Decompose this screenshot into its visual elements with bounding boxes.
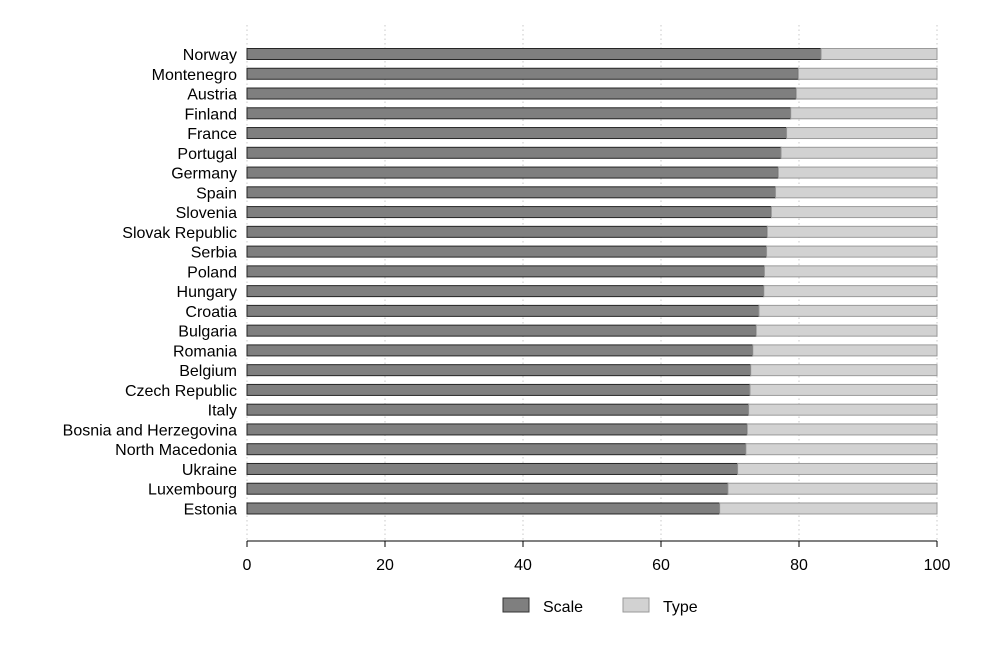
bar-type-slovenia (770, 206, 938, 219)
legend-label-scale: Scale (543, 599, 583, 616)
bar-type-montenegro (797, 67, 938, 80)
category-label: Germany (171, 166, 237, 183)
bar-type-romania (752, 344, 938, 357)
bar-type-ukraine (737, 462, 938, 475)
bar-scale-finland (246, 107, 792, 120)
bar-type-italy (748, 403, 938, 416)
bar-scale-serbia (246, 245, 768, 258)
category-label: Portugal (177, 146, 237, 163)
category-label: Czech Republic (125, 383, 237, 400)
bar-scale-croatia (246, 304, 760, 317)
legend-label-type: Type (663, 599, 698, 616)
bar-scale-portugal (246, 146, 782, 159)
bar-scale-czech-republic (246, 383, 751, 396)
bar-type-slovak-republic (766, 225, 938, 238)
bar-type-spain (775, 186, 938, 199)
category-label: Hungary (177, 284, 237, 301)
bar-type-bosnia-and-herzegovina (746, 423, 938, 436)
bar-scale-spain (246, 186, 777, 199)
category-label: Poland (187, 264, 237, 281)
bar-scale-luxembourg (246, 482, 729, 495)
legend-swatch-type (622, 597, 650, 613)
category-label: Montenegro (152, 67, 237, 84)
x-tick-label: 80 (790, 557, 808, 574)
bar-scale-ukraine (246, 462, 739, 475)
x-tick-label: 60 (652, 557, 670, 574)
category-label: Estonia (184, 501, 237, 518)
bar-type-norway (820, 48, 938, 60)
bar-type-luxembourg (727, 482, 938, 495)
bar-scale-norway (246, 48, 822, 60)
category-label: Finland (185, 106, 237, 123)
bar-type-austria (795, 87, 938, 100)
bar-scale-slovenia (246, 206, 772, 219)
bar-type-germany (777, 166, 938, 179)
category-labels: Norway Montenegro Austria Finland France Port… (63, 47, 237, 518)
bar-scale-austria (246, 87, 797, 100)
bar-type-hungary (763, 285, 938, 298)
bars (246, 48, 938, 515)
bar-scale-belgium (246, 364, 752, 377)
category-label: Belgium (179, 363, 237, 380)
bar-scale-hungary (246, 285, 765, 298)
bar-scale-germany (246, 166, 779, 179)
bar-type-poland (764, 265, 938, 278)
bar-scale-poland (246, 265, 765, 278)
bar-type-north-macedonia (745, 443, 938, 456)
category-label: Norway (183, 47, 237, 64)
category-label: Ukraine (182, 462, 237, 479)
bar-scale-slovak-republic (246, 225, 768, 238)
bar-type-croatia (758, 304, 938, 317)
legend-swatch-scale (502, 597, 530, 613)
category-label: France (187, 126, 237, 143)
bar-scale-romania (246, 344, 754, 357)
bar-type-serbia (766, 245, 938, 258)
bar-type-portugal (780, 146, 938, 159)
bar-type-finland (790, 107, 938, 120)
bar-scale-italy (246, 403, 750, 416)
bar-scale-bosnia-and-herzegovina (246, 423, 748, 436)
bar-scale-bulgaria (246, 324, 757, 337)
category-label: Italy (208, 403, 237, 420)
category-label: Bosnia and Herzegovina (63, 422, 237, 439)
category-label: Luxembourg (148, 482, 237, 499)
x-tick-label: 100 (924, 557, 951, 574)
x-axis: 0 20 40 60 80 100 (243, 540, 951, 574)
x-tick-label: 40 (514, 557, 532, 574)
category-label: Romania (173, 343, 237, 360)
x-tick-label: 0 (243, 557, 252, 574)
bar-type-czech-republic (749, 383, 938, 396)
category-label: Serbia (191, 245, 237, 262)
bar-type-estonia (719, 502, 938, 515)
legend: Scale Type (502, 597, 698, 616)
category-label: Austria (187, 87, 237, 104)
bar-scale-montenegro (246, 67, 799, 80)
category-label: Croatia (185, 304, 237, 321)
bar-scale-france (246, 127, 788, 140)
bar-type-bulgaria (755, 324, 938, 337)
category-label: Slovenia (176, 205, 237, 222)
x-tick-label: 20 (376, 557, 394, 574)
bar-type-belgium (750, 364, 938, 377)
category-label: Slovak Republic (122, 225, 237, 242)
category-label: Spain (196, 185, 237, 202)
category-label: Bulgaria (178, 324, 237, 341)
bar-type-france (786, 127, 938, 140)
category-label: North Macedonia (115, 442, 237, 459)
bar-scale-estonia (246, 502, 721, 515)
bar-scale-north-macedonia (246, 443, 747, 456)
